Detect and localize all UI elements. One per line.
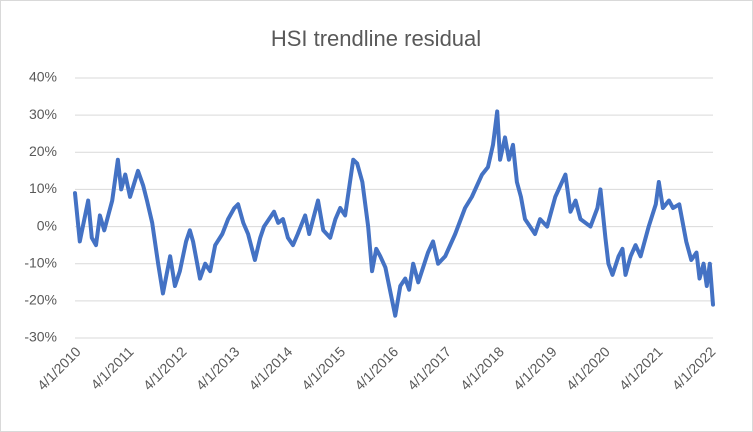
y-tick-label: -30% [24, 329, 57, 345]
y-tick-label: -20% [24, 292, 57, 308]
y-tick-label: 10% [29, 180, 57, 196]
y-tick-label: 30% [29, 106, 57, 122]
y-tick-label: 0% [37, 217, 57, 233]
y-tick-label: 20% [29, 143, 57, 159]
y-tick-label: 40% [29, 69, 57, 85]
data-line [73, 109, 715, 318]
chart-title: HSI trendline residual [271, 26, 481, 51]
y-tick-label: -10% [24, 254, 57, 270]
